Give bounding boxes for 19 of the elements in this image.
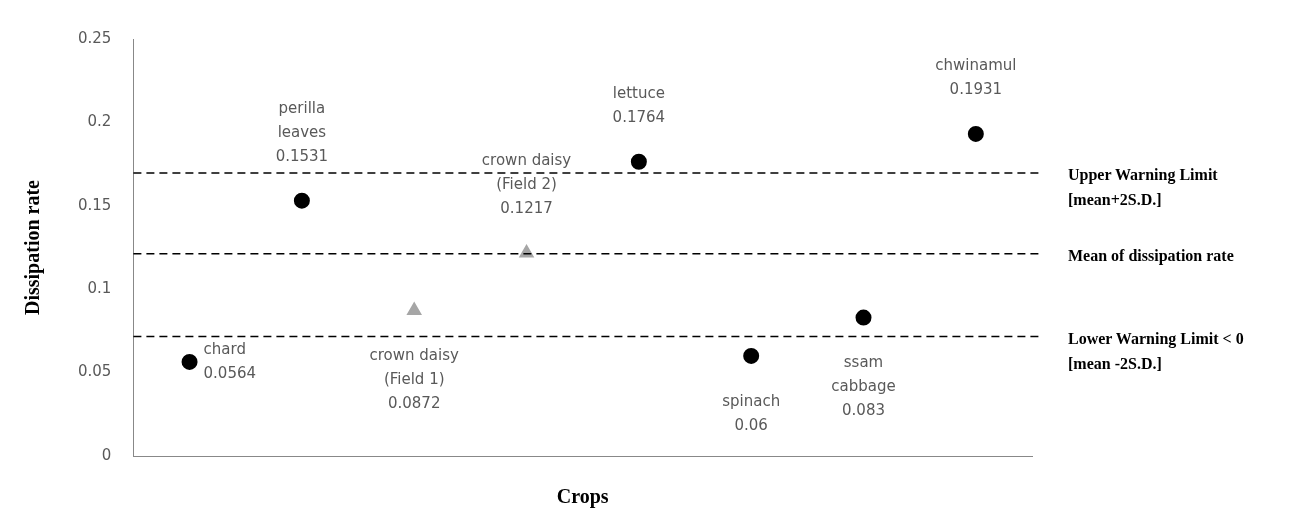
ref-line-label: Mean of dissipation rate (1068, 246, 1234, 265)
ref-line-label: Upper Warning Limit [mean+2S.D.] (1068, 166, 1219, 209)
y-tick-label: 0.25 (77, 28, 112, 47)
data-label: lettuce 0.1764 (612, 83, 666, 126)
y-axis-title: Dissipation rate (21, 179, 45, 315)
data-label: crown daisy (Field 2) 0.1217 (481, 150, 572, 217)
y-tick-label: 0.2 (87, 112, 112, 131)
data-label: chard 0.0564 (203, 339, 257, 382)
y-tick-label: 0 (101, 445, 112, 464)
data-label: chwinamul 0.1931 (935, 55, 1017, 98)
data-label: ssam cabbage 0.083 (831, 353, 896, 420)
y-tick-label: 0.05 (77, 362, 112, 381)
y-tick-label: 0.1 (87, 279, 112, 298)
data-label: crown daisy (Field 1) 0.0872 (369, 346, 460, 413)
ref-line-label: Lower Warning Limit < 0 [mean -2S.D.] (1068, 329, 1244, 372)
data-label: perilla leaves 0.1531 (275, 98, 329, 165)
data-label: spinach 0.06 (722, 391, 781, 434)
y-tick-label: 0.15 (77, 195, 112, 214)
x-axis-title: Crops (556, 485, 609, 509)
